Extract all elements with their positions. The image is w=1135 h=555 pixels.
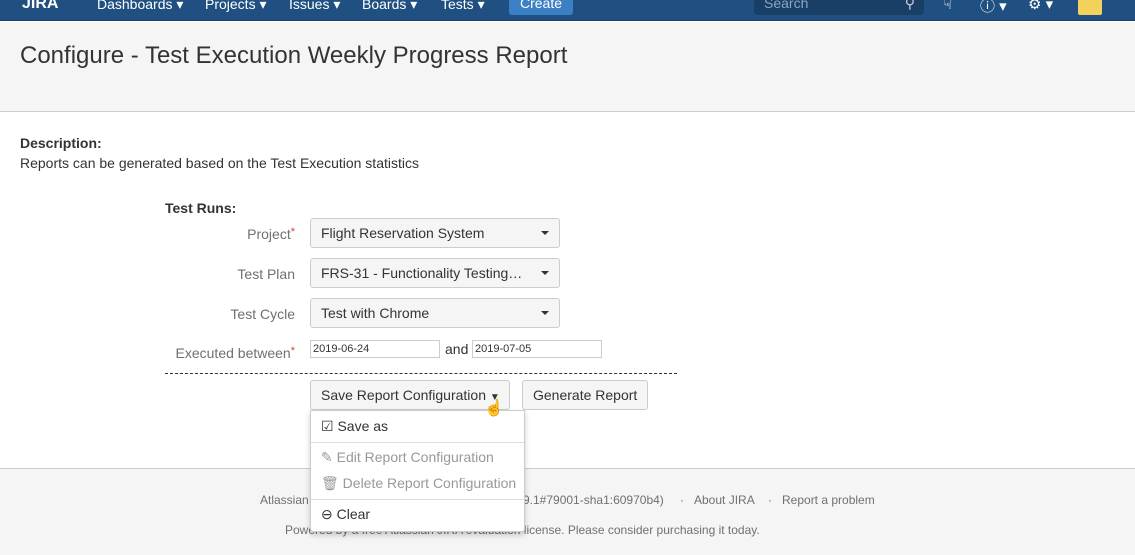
nav-tests[interactable]: Tests ▾ (441, 0, 485, 12)
nav-dashboards[interactable]: Dashboards ▾ (97, 0, 184, 12)
search-input[interactable]: Search ⚲ (754, 0, 924, 15)
test-runs-heading: Test Runs: (165, 200, 237, 216)
test-plan-select[interactable]: FRS-31 - Functionality Testing… (310, 258, 560, 288)
page-title: Configure - Test Execution Weekly Progre… (20, 42, 568, 69)
description-label: Description: (20, 135, 102, 151)
chevron-down-icon (541, 271, 549, 275)
report-problem-link[interactable]: Report a problem (782, 493, 875, 507)
project-select[interactable]: Flight Reservation System (310, 218, 560, 248)
gear-icon[interactable]: ⚙ ▾ (1028, 0, 1054, 13)
nav-projects[interactable]: Projects ▾ (205, 0, 267, 12)
help-icon[interactable]: ⓘ ▾ (980, 0, 1007, 15)
description-text: Reports can be generated based on the Te… (20, 155, 419, 171)
nav-boards[interactable]: Boards ▾ (362, 0, 418, 12)
test-plan-label: Test Plan (237, 266, 295, 282)
test-cycle-label: Test Cycle (230, 306, 295, 322)
separator: · (768, 493, 772, 507)
date-to-input[interactable]: 2019-07-05 (472, 340, 602, 358)
chevron-down-icon (541, 231, 549, 235)
menu-edit-configuration[interactable]: ✎ Edit Report Configuration (321, 449, 494, 465)
divider (165, 373, 677, 374)
search-placeholder: Search (764, 0, 809, 11)
menu-save-as[interactable]: ☑ Save as (321, 418, 389, 434)
test-cycle-select[interactable]: Test with Chrome (310, 298, 560, 328)
footer-atlassian: Atlassian (260, 493, 309, 507)
separator: · (680, 493, 684, 507)
pencil-icon: ✎ (321, 449, 333, 465)
hand-cursor-icon: ☝ (484, 400, 504, 417)
save-config-dropdown: ☑ Save as ✎ Edit Report Configuration 🗑 … (310, 410, 525, 532)
feedback-icon[interactable]: ☟ (943, 0, 953, 13)
jira-logo[interactable]: JIRA (22, 0, 59, 12)
date-from-input[interactable]: 2019-06-24 (310, 340, 440, 358)
minus-circle-icon: ⊖ (321, 506, 333, 522)
footer: Atlassian 9.1#79001-sha1:60970b4) · Abou… (0, 468, 1135, 555)
about-jira-link[interactable]: About JIRA (694, 493, 755, 507)
create-button[interactable]: Create (509, 0, 573, 15)
search-icon: ⚲ (904, 0, 915, 11)
nav-issues[interactable]: Issues ▾ (289, 0, 341, 12)
checkbox-icon: ☑ (321, 418, 334, 434)
footer-version: 9.1#79001-sha1:60970b4) (523, 493, 664, 507)
top-nav: JIRA Dashboards ▾ Projects ▾ Issues ▾ Bo… (0, 0, 1135, 21)
chevron-down-icon (541, 311, 549, 315)
and-label: and (445, 341, 469, 357)
avatar[interactable] (1078, 0, 1102, 15)
project-label: Project* (247, 226, 295, 242)
executed-between-label: Executed between* (175, 345, 295, 361)
save-report-configuration-button[interactable]: Save Report Configuration ▼ (310, 380, 510, 410)
page-header: Configure - Test Execution Weekly Progre… (0, 22, 1135, 112)
caret-down-icon: ▼ (489, 392, 500, 403)
generate-report-button[interactable]: Generate Report (522, 380, 649, 410)
trash-icon: 🗑 (321, 475, 339, 491)
menu-delete-configuration[interactable]: 🗑 Delete Report Configuration (321, 475, 517, 491)
menu-clear[interactable]: ⊖ Clear (321, 506, 371, 522)
